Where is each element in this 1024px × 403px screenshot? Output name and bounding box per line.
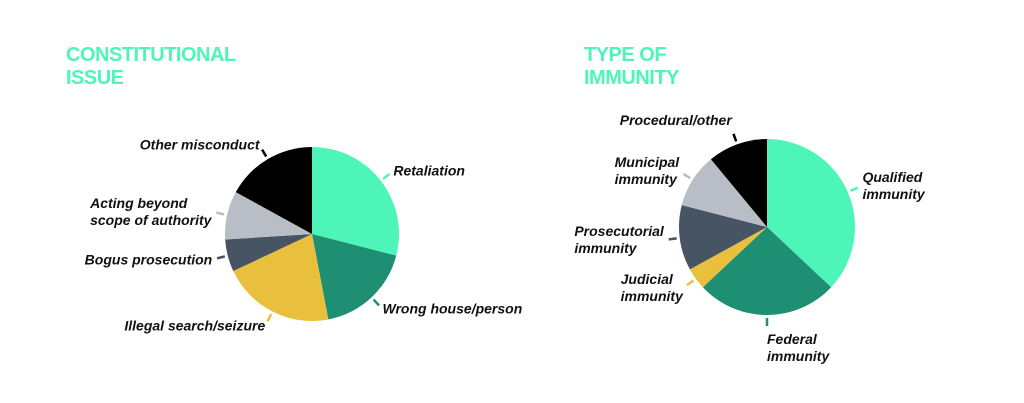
pie-slice — [767, 139, 855, 288]
slice-label: Federal immunity — [767, 331, 830, 364]
leader-line — [668, 237, 677, 241]
pie-slice — [689, 227, 767, 288]
slice-label: Bogus prosecution — [84, 251, 213, 268]
pie-slice — [710, 139, 767, 227]
pie-slice — [225, 234, 312, 272]
leader-line — [216, 255, 226, 260]
slice-label: Wrong house/person — [382, 300, 523, 317]
slice-label: Acting beyond scope of authority — [90, 194, 212, 228]
pie-slice — [702, 227, 832, 315]
slice-label: Judicial immunity — [620, 271, 683, 305]
slice-label: Qualified immunity — [862, 168, 925, 202]
slice-label: Other misconduct — [139, 136, 260, 153]
chart-title: CONSTITUTIONAL ISSUE — [66, 44, 236, 89]
leader-line — [382, 172, 391, 180]
leader-line — [850, 186, 859, 193]
leader-line — [686, 279, 695, 287]
pie-slice — [235, 147, 312, 234]
pie-slice — [312, 147, 399, 256]
pie-slice — [233, 234, 329, 321]
pie-slice — [225, 192, 312, 240]
slice-label: Procedural/other — [619, 112, 732, 129]
leader-line — [261, 149, 268, 158]
chart-title: TYPE OF IMMUNITY — [584, 44, 679, 89]
slice-label: Illegal search/seizure — [124, 317, 266, 334]
leader-line — [372, 298, 380, 307]
leader-line — [682, 172, 691, 180]
pie-slice — [679, 205, 767, 270]
slice-label: Prosecutorial immunity — [574, 223, 664, 257]
leader-line — [732, 133, 738, 142]
leader-line — [216, 211, 225, 216]
slice-label: Retaliation — [393, 162, 465, 179]
pie-slice — [681, 159, 767, 227]
leader-line — [266, 313, 273, 322]
slice-label: Municipal immunity — [614, 154, 680, 188]
pie-slice — [312, 234, 397, 320]
